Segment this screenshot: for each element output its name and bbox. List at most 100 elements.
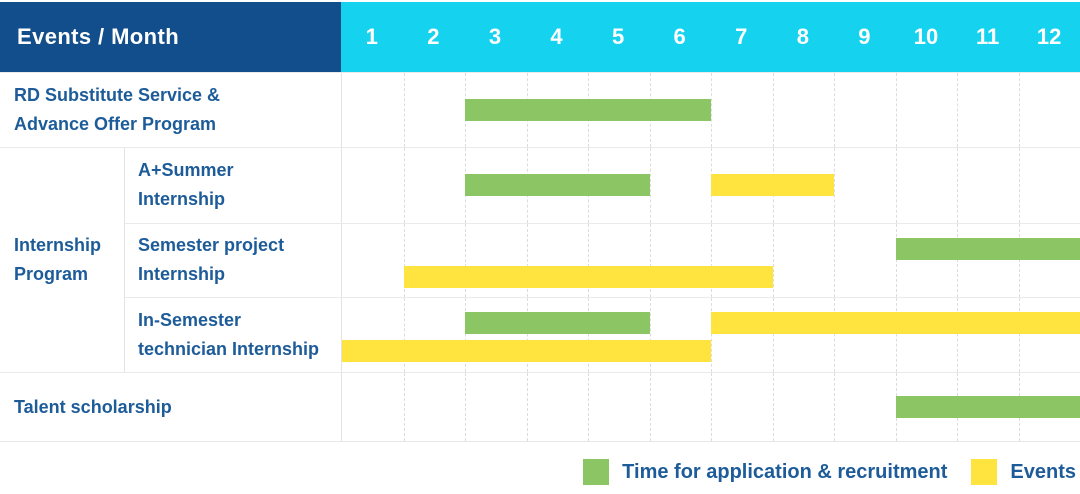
event-bar [342,340,711,363]
month-gridline [403,148,405,223]
month-header-cell-8: 8 [796,24,809,49]
row-label-line: Advance Offer Program [14,114,217,134]
month-gridline [403,223,405,298]
month-gridline [711,73,712,147]
month-header-cell-5: 5 [611,24,625,49]
month-gridline [711,298,712,372]
month-header-cell-2: 2 [427,24,440,49]
row-timeline-a-plus-summer [341,148,1080,223]
events-month-header-label: Events / Month [17,24,180,49]
table-row-rd-substitute: RD Substitute Service & Advance Offer Pr… [0,72,1080,147]
table-row-semester-project: Semester project Internship [125,222,1080,298]
application-recruitment-bar [895,237,1080,260]
month-gridline [649,298,651,372]
legend-item-application: Time for application & recruitment [583,459,947,485]
month-gridline [957,73,958,147]
month-gridline [465,373,466,441]
application-recruitment-bar [465,99,711,121]
month-gridline [588,373,589,441]
month-gridline [834,148,835,223]
month-header-cell-11: 11 [975,24,1000,49]
row-label-line: Internship [138,264,226,285]
events-month-gantt-table: Events / Month 1 2 3 4 5 6 7 8 9 10 11 1… [0,2,1080,442]
row-label-line: Internship [138,189,226,210]
group-label-line: Program [14,264,89,284]
row-label-semester-project: Semester project Internship [125,224,341,298]
month-gridline [403,298,405,372]
table-row-in-semester-technician: In-Semester technician Internship [125,297,1080,372]
table-row-a-plus-summer: A+Summer Internship [125,148,1080,223]
legend-item-events: Events [971,459,1076,485]
month-gridline [403,73,405,147]
row-timeline-semester-project [341,223,1080,298]
month-gridline [834,223,835,298]
event-bar [403,265,773,288]
month-gridline [711,223,712,298]
events-month-header-cell: Events / Month [0,2,341,72]
month-gridline [1018,148,1020,223]
month-header-cell-9: 9 [858,24,871,49]
month-gridline [526,298,528,372]
month-header-cell-6: 6 [673,24,686,49]
month-header-cell-4: 4 [550,24,563,49]
month-gridline [649,148,651,223]
row-label-line: Semester project [138,235,285,256]
month-gridline [711,373,712,441]
month-gridline [834,298,835,372]
row-label-line: technician Internship [138,339,320,360]
month-gridline [834,73,835,147]
row-label-talent-scholarship: Talent scholarship [0,373,341,441]
yellow-legend-swatch [971,459,998,485]
month-gridline [1018,223,1020,298]
month-gridline [772,373,774,441]
table-row-talent-scholarship: Talent scholarship [0,372,1080,441]
month-gridline [649,373,651,441]
application-recruitment-bar [465,174,650,197]
legend-label-events: Events [1010,460,1076,483]
event-bar [711,174,834,197]
month-header-strip: 1 2 3 4 5 6 7 8 9 10 11 12 [341,2,1080,72]
month-gridline [895,298,897,372]
month-gridline [772,298,774,372]
row-label-line: RD Substitute Service & [14,85,221,105]
month-gridline [1018,298,1020,372]
row-label-line: In-Semester [138,310,242,331]
month-gridline [649,223,651,298]
month-gridline [526,373,528,441]
row-label-line: A+Summer [138,160,234,181]
application-recruitment-bar [895,396,1080,418]
group-label-line: Internship [14,235,102,255]
month-header-cell-7: 7 [735,24,748,49]
month-header-cell-3: 3 [488,24,502,49]
month-gridline [403,373,405,441]
month-gridline [772,223,774,298]
month-gridline [526,223,528,298]
month-header-cell-12: 12 [1036,24,1062,49]
month-gridline [957,298,958,372]
month-gridline [465,223,466,298]
month-gridline [1018,73,1020,147]
group-label-internship-program: Internship Program [0,148,124,372]
row-timeline-talent-scholarship [341,373,1080,441]
month-gridline [465,298,466,372]
month-gridline [588,298,589,372]
legend-label-application: Time for application & recruitment [622,460,948,483]
month-gridline [834,373,835,441]
month-gridline [588,223,589,298]
month-gridline [772,73,774,147]
month-header-cell-1: 1 [365,24,378,49]
group-sub-rows: A+Summer Internship Semester project Int… [124,148,1080,372]
month-gridline [895,148,897,223]
application-recruitment-bar [465,312,650,335]
month-gridline [957,223,958,298]
row-label-rd-substitute: RD Substitute Service & Advance Offer Pr… [0,73,341,147]
green-legend-swatch [583,459,610,485]
table-header-row: Events / Month 1 2 3 4 5 6 7 8 9 10 11 1… [0,2,1080,72]
row-timeline-rd-substitute [341,73,1080,147]
legend: Time for application & recruitment Event… [583,456,1076,488]
month-gridline [895,223,897,298]
month-gridline [957,148,958,223]
row-timeline-in-semester-technician [341,298,1080,372]
row-label-in-semester-technician: In-Semester technician Internship [125,298,341,372]
